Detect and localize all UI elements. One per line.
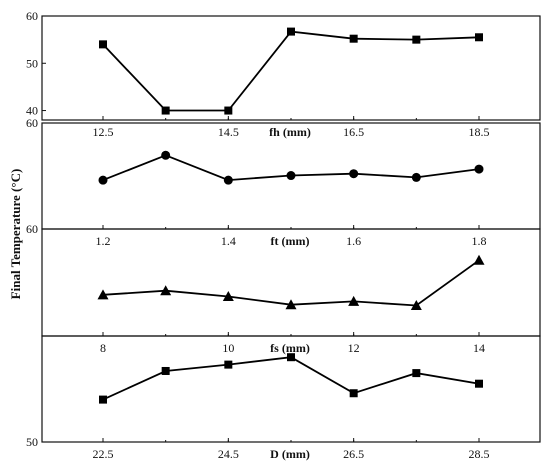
data-point-circle: [349, 169, 359, 179]
y-tick-label: 60: [26, 222, 38, 236]
y-tick-label: 50: [26, 56, 38, 70]
data-point-square: [99, 395, 107, 404]
chart-panels: 12.5 14.5 16.5 18.5 40 50 60 fh (mm) 1.2 1.4 1.6 1.…: [26, 9, 541, 461]
data-point-square: [224, 106, 233, 115]
data-point-square: [287, 27, 295, 36]
x-tick-label: 24.5: [218, 447, 239, 461]
data-point-triangle: [222, 290, 234, 301]
data-point-triangle: [160, 285, 172, 296]
data-point-square: [349, 389, 358, 398]
data-point-triangle: [285, 299, 297, 310]
x-tick-label: 1.8: [472, 234, 487, 248]
x-tick-label: 1.2: [96, 234, 111, 248]
series-line: [102, 259, 480, 307]
x-axis-title: D (mm): [270, 447, 310, 461]
y-tick-label: 40: [26, 104, 38, 118]
x-tick-label: 12: [348, 341, 360, 355]
data-point-square: [349, 34, 358, 43]
x-tick-label: 14: [473, 341, 485, 355]
x-tick-label: 22.5: [93, 447, 114, 461]
data-point-triangle: [97, 289, 109, 300]
x-tick-label: 10: [222, 341, 234, 355]
data-point-square: [412, 369, 421, 378]
x-tick-label: 16.5: [343, 125, 364, 139]
x-axis-title: ft (mm): [271, 234, 310, 248]
panel-4: 22.5 24.5 26.5 28.5 50 D (mm): [26, 335, 541, 461]
data-point-square: [475, 379, 483, 388]
data-point-square: [161, 106, 170, 115]
y-tick-label: 60: [26, 116, 38, 130]
data-point-circle: [411, 172, 421, 182]
x-tick-label: 28.5: [469, 447, 490, 461]
data-point-circle: [161, 150, 171, 160]
y-tick-label: 60: [26, 9, 38, 23]
data-point-square: [475, 33, 483, 42]
data-point-square: [224, 360, 233, 369]
x-tick-label: 1.4: [221, 234, 236, 248]
data-point-triangle: [410, 300, 422, 311]
x-axis-title: fs (mm): [270, 341, 310, 355]
series-line: [102, 30, 480, 112]
data-point-circle: [223, 175, 233, 185]
x-tick-label: 1.6: [346, 234, 361, 248]
data-point-circle: [474, 164, 484, 174]
data-point-circle: [98, 175, 108, 185]
data-point-square: [287, 353, 295, 362]
data-point-square: [99, 40, 107, 49]
data-point-square: [412, 35, 421, 44]
x-tick-label: 12.5: [93, 125, 114, 139]
x-axis-title: fh (mm): [269, 125, 311, 139]
data-point-triangle: [348, 295, 360, 306]
data-point-square: [161, 366, 170, 375]
x-tick-label: 26.5: [343, 447, 364, 461]
panel-1: 12.5 14.5 16.5 18.5 40 50 60 fh (mm): [26, 9, 541, 139]
x-tick-label: 14.5: [218, 125, 239, 139]
series-line: [102, 356, 480, 401]
x-tick-label: 18.5: [469, 125, 490, 139]
data-point-triangle: [473, 254, 485, 265]
y-tick-label: 50: [26, 435, 38, 449]
data-point-circle: [286, 171, 296, 181]
y-axis-title: Final Temperature (°C): [8, 169, 23, 300]
x-tick-label: 8: [100, 341, 106, 355]
